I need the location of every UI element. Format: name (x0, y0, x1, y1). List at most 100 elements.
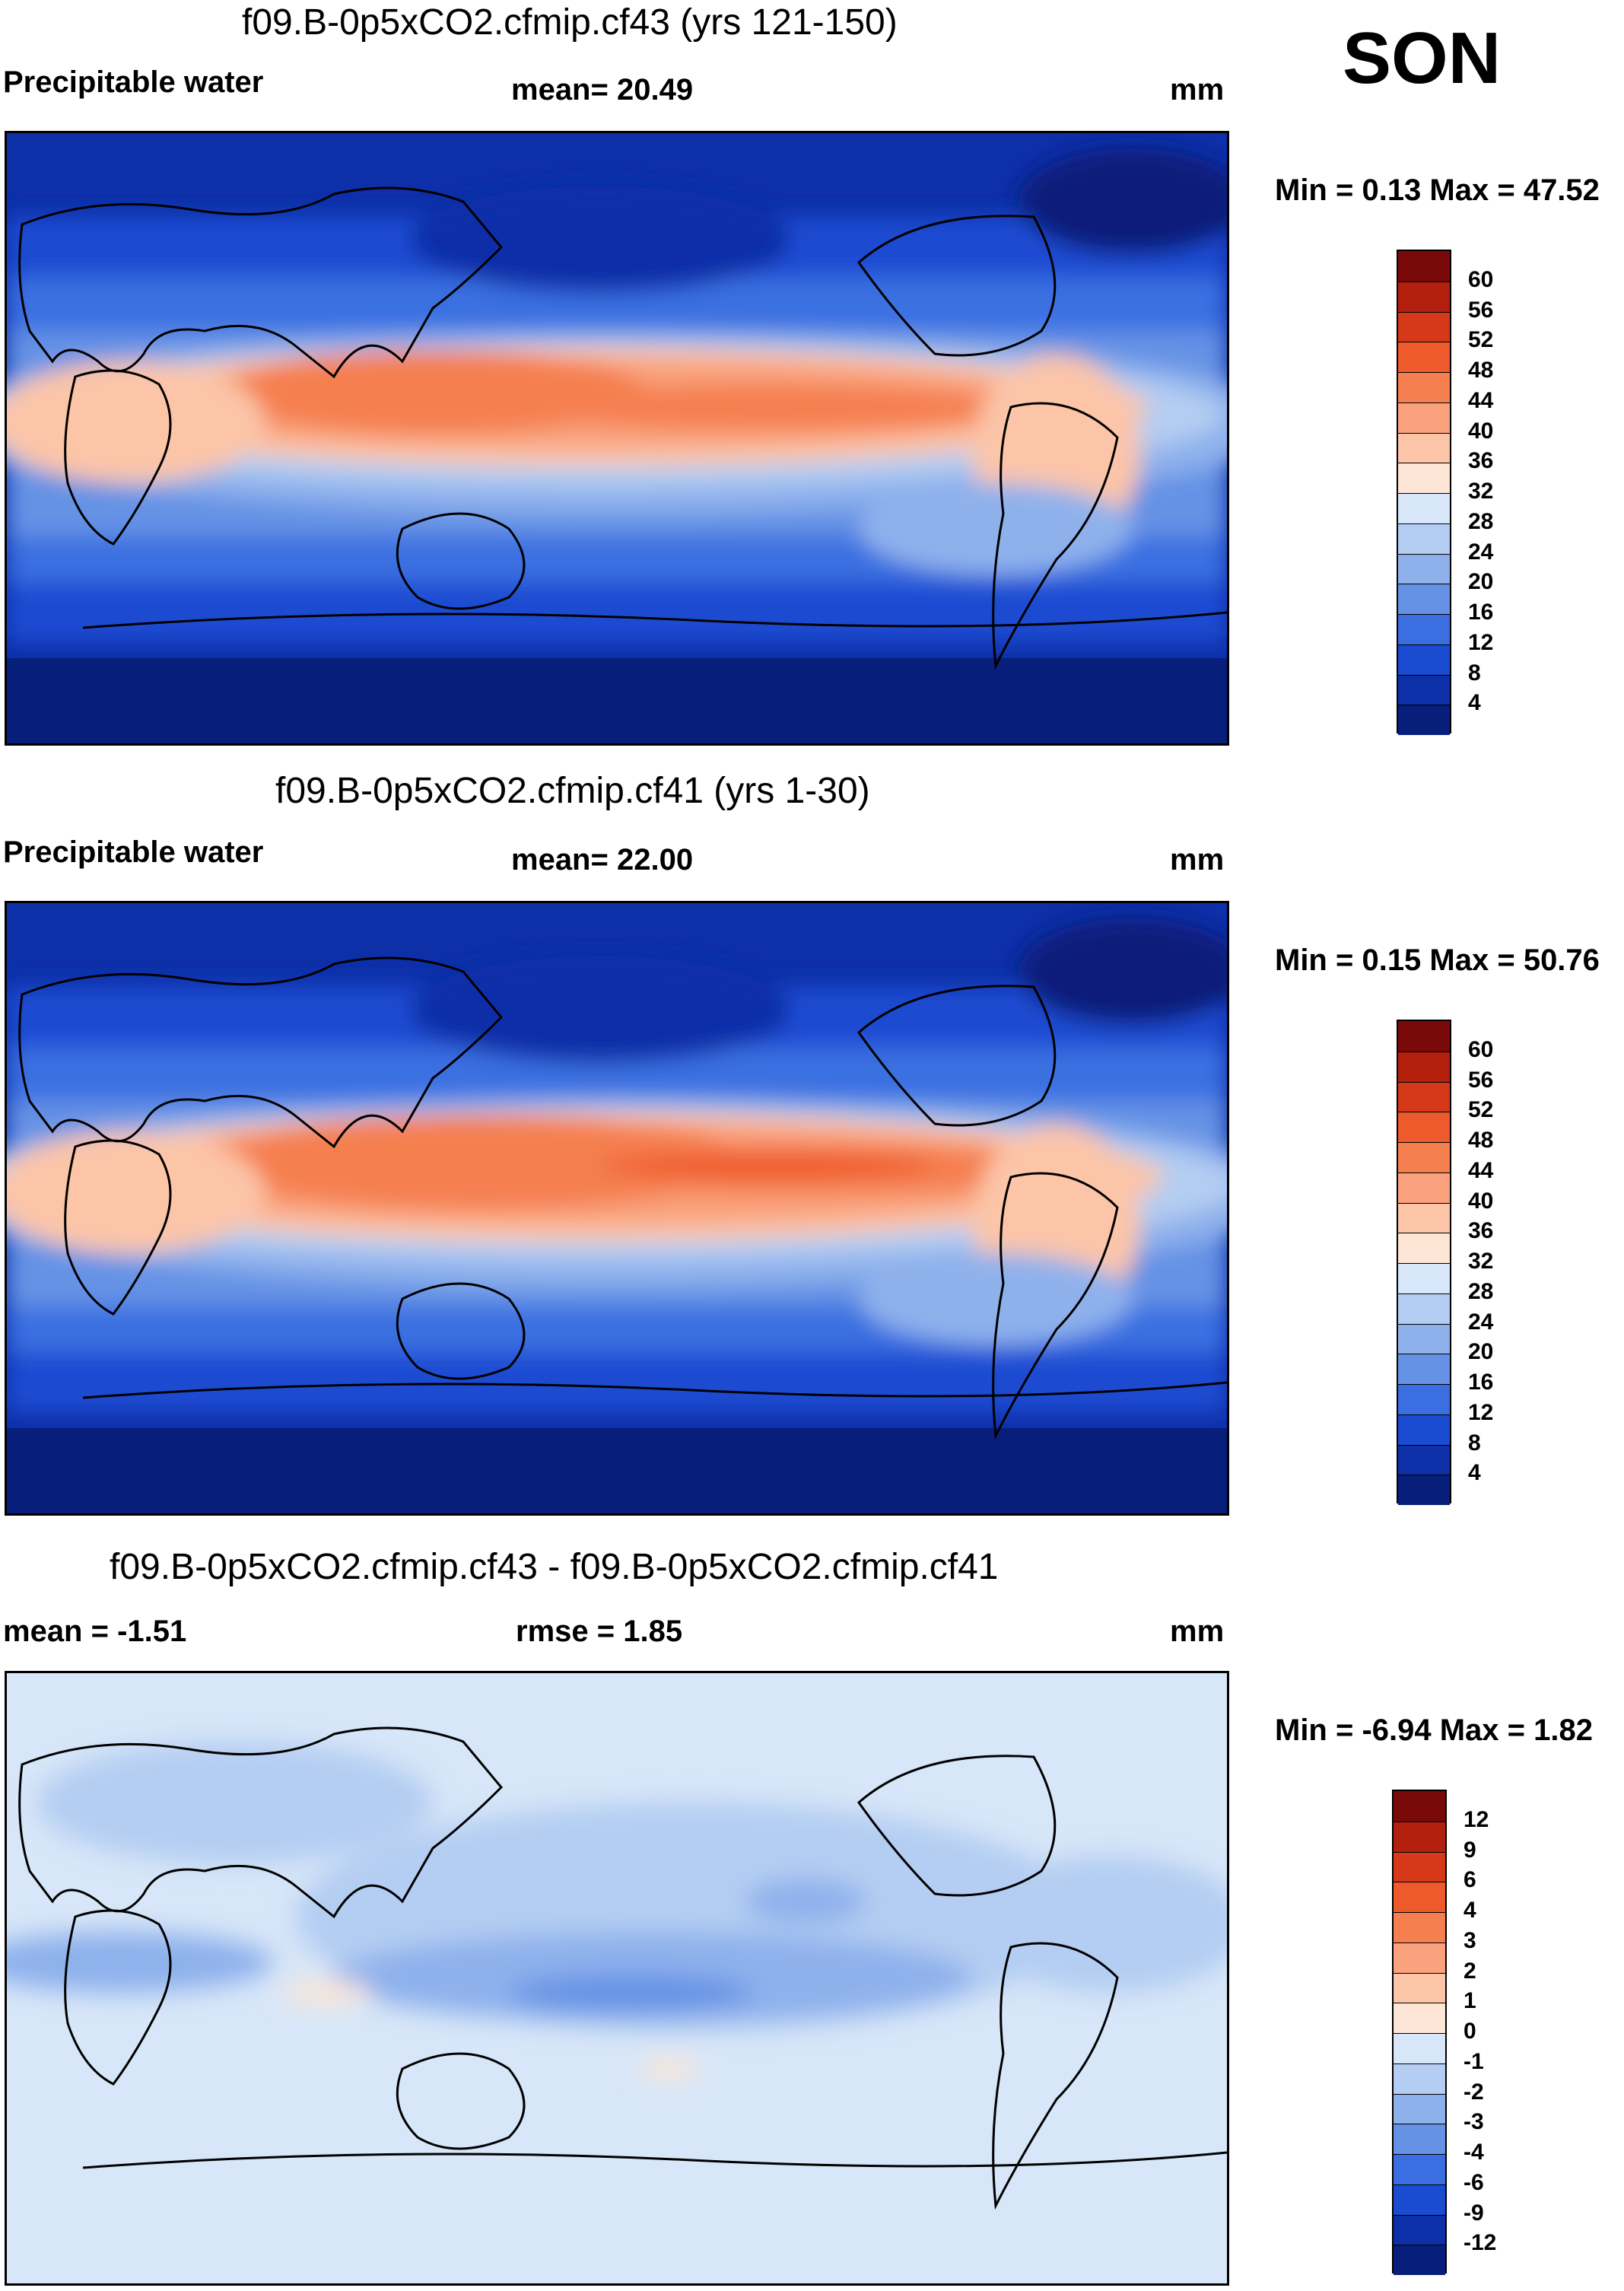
colorbar-box (1398, 1293, 1450, 1324)
colorbar-tick-label: 28 (1468, 508, 1494, 534)
colorbar-tick-label: 40 (1468, 1188, 1494, 1214)
colorbar-tick-label: 9 (1464, 1837, 1476, 1863)
colorbar-tick-label: -2 (1464, 2079, 1484, 2105)
colorbar-tick-label: 44 (1468, 1157, 1494, 1183)
colorbar-box (1394, 2003, 1445, 2033)
colorbar-tick-label: -4 (1464, 2140, 1484, 2165)
colorbar-tick-label: 12 (1464, 1806, 1489, 1832)
colorbar-tick-label: 48 (1468, 358, 1494, 383)
colorbar-box (1394, 1851, 1445, 1882)
colorbar-box (1398, 432, 1450, 463)
colorbar-box (1394, 1912, 1445, 1943)
panel-2-variable-label: Precipitable water (3, 835, 264, 869)
colorbar-tick-label: 0 (1464, 2019, 1476, 2044)
colorbar-box (1394, 2184, 1445, 2215)
colorbar-box (1398, 1384, 1450, 1414)
colorbar-tick-label: 12 (1468, 1399, 1494, 1425)
panel-3-rmse-label: rmse = 1.85 (516, 1615, 683, 1648)
colorbar-box (1398, 1202, 1450, 1233)
panel-1-map (5, 131, 1229, 746)
colorbar-box (1398, 463, 1450, 493)
colorbar-tick-label: 8 (1468, 660, 1481, 686)
colorbar-tick-label: 32 (1468, 479, 1494, 504)
colorbar-tick-label: 4 (1468, 1460, 1481, 1486)
colorbar-box (1394, 1882, 1445, 1912)
panel-1-variable-label: Precipitable water (3, 65, 264, 99)
colorbar-box (1398, 493, 1450, 523)
colorbar-box (1394, 1791, 1445, 1822)
colorbar-box (1394, 2154, 1445, 2184)
panel-2-map-field (7, 903, 1227, 1513)
colorbar-tick-label: 48 (1468, 1128, 1494, 1153)
panel-1-title: f09.B-0p5xCO2.cfmip.cf43 (yrs 121-150) (242, 2, 898, 43)
colorbar-box (1398, 1142, 1450, 1173)
colorbar-box (1394, 2124, 1445, 2154)
colorbar-tick-label: 36 (1468, 1218, 1494, 1244)
panel-1-minmax: Min = 0.13 Max = 47.52 (1275, 173, 1600, 207)
season-label: SON (1343, 18, 1502, 99)
panel-3-minmax: Min = -6.94 Max = 1.82 (1275, 1713, 1593, 1747)
colorbar-tick-label: -6 (1464, 2169, 1484, 2195)
colorbar-box (1398, 1172, 1450, 1203)
panel-2-colorbar (1397, 1020, 1451, 1505)
colorbar-box (1398, 1051, 1450, 1082)
colorbar-tick-label: 28 (1468, 1278, 1494, 1304)
colorbar-tick-label: 24 (1468, 1309, 1494, 1335)
panel-2-units-label: mm (1170, 843, 1225, 877)
panel-1-units-label: mm (1170, 73, 1225, 107)
colorbar-box (1398, 1233, 1450, 1263)
colorbar-box (1398, 1081, 1450, 1112)
colorbar-tick-label: 56 (1468, 297, 1494, 323)
colorbar-box (1398, 614, 1450, 644)
colorbar-tick-label: 32 (1468, 1249, 1494, 1274)
colorbar-tick-label: 12 (1468, 629, 1494, 655)
colorbar-box (1398, 705, 1450, 735)
colorbar-box (1398, 402, 1450, 433)
colorbar-tick-label: 16 (1468, 600, 1494, 625)
colorbar-tick-label: 52 (1468, 1097, 1494, 1123)
colorbar-box (1394, 2245, 1445, 2275)
colorbar-box (1398, 1323, 1450, 1354)
colorbar-tick-label: 8 (1468, 1430, 1481, 1456)
colorbar-tick-label: 60 (1468, 1036, 1494, 1062)
panel-1-map-field (7, 133, 1227, 743)
colorbar-box (1398, 1112, 1450, 1142)
panel-1-mean-label: mean= 20.49 (511, 73, 694, 107)
colorbar-box (1394, 1972, 1445, 2003)
colorbar-box (1398, 1414, 1450, 1445)
colorbar-tick-label: 3 (1464, 1927, 1476, 1953)
colorbar-tick-label: 40 (1468, 418, 1494, 444)
colorbar-box (1398, 523, 1450, 554)
panel-3-colorbar (1392, 1790, 1447, 2275)
colorbar-tick-label: -1 (1464, 2048, 1484, 2074)
colorbar-box (1394, 1821, 1445, 1852)
colorbar-box (1398, 1021, 1450, 1052)
panel-2-mean-label: mean= 22.00 (511, 843, 694, 877)
panel-3-map (5, 1671, 1229, 2286)
colorbar-tick-label: -3 (1464, 2109, 1484, 2135)
colorbar-box (1398, 342, 1450, 372)
colorbar-box (1398, 644, 1450, 675)
colorbar-box (1398, 674, 1450, 705)
panel-2-title: f09.B-0p5xCO2.cfmip.cf41 (yrs 1-30) (275, 771, 870, 811)
colorbar-tick-label: 56 (1468, 1067, 1494, 1093)
colorbar-box (1398, 1354, 1450, 1384)
colorbar-tick-label: 44 (1468, 387, 1494, 413)
colorbar-tick-label: 60 (1468, 266, 1494, 292)
colorbar-box (1394, 2214, 1445, 2245)
colorbar-box (1398, 251, 1450, 282)
colorbar-tick-label: -12 (1464, 2230, 1497, 2256)
colorbar-tick-label: 4 (1468, 690, 1481, 716)
colorbar-box (1398, 553, 1450, 584)
colorbar-tick-label: 20 (1468, 1339, 1494, 1365)
colorbar-box (1394, 1942, 1445, 1973)
colorbar-tick-label: 16 (1468, 1370, 1494, 1395)
colorbar-box (1398, 1263, 1450, 1293)
colorbar-tick-label: -9 (1464, 2200, 1484, 2226)
colorbar-tick-label: 6 (1464, 1867, 1476, 1893)
colorbar-box (1394, 2063, 1445, 2094)
panel-3-mean-label: mean = -1.51 (3, 1615, 187, 1648)
colorbar-tick-label: 1 (1464, 1988, 1476, 2014)
panel-3-map-field (7, 1673, 1227, 2283)
colorbar-box (1394, 2033, 1445, 2063)
